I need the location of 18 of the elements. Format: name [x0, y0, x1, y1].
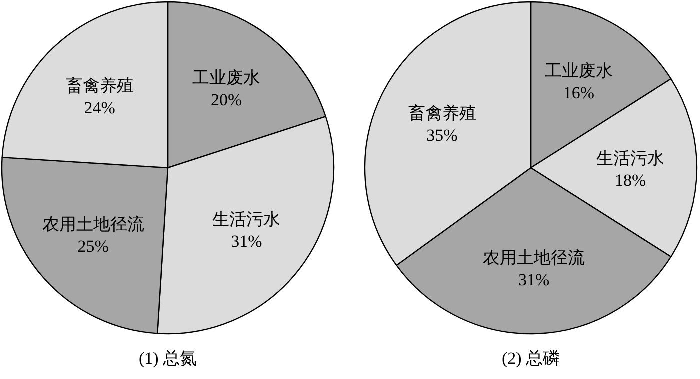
data-label: 18% — [615, 171, 646, 190]
data-label: 31% — [231, 232, 262, 252]
data-label: 20% — [210, 90, 242, 110]
slice-label: 工业废水 — [544, 62, 613, 81]
slice-label: 畜禽养殖 — [408, 104, 476, 123]
text: (2) 总磷 — [502, 349, 560, 368]
data-label: 16% — [563, 84, 595, 103]
slice-label: 畜禽养殖 — [66, 76, 134, 96]
data-label: 25% — [78, 236, 109, 256]
data-label: 35% — [426, 126, 458, 145]
data-label: 24% — [84, 98, 116, 118]
slice-label: 农用土地径流 — [42, 214, 144, 234]
slice-label: 生活污水 — [596, 149, 665, 168]
slice-label: 生活污水 — [212, 210, 281, 230]
slice-label: 工业废水 — [192, 68, 261, 88]
slice-label: 农用土地径流 — [483, 248, 586, 268]
data-label: 31% — [518, 270, 550, 290]
text: (1) 总氮 — [138, 349, 198, 368]
